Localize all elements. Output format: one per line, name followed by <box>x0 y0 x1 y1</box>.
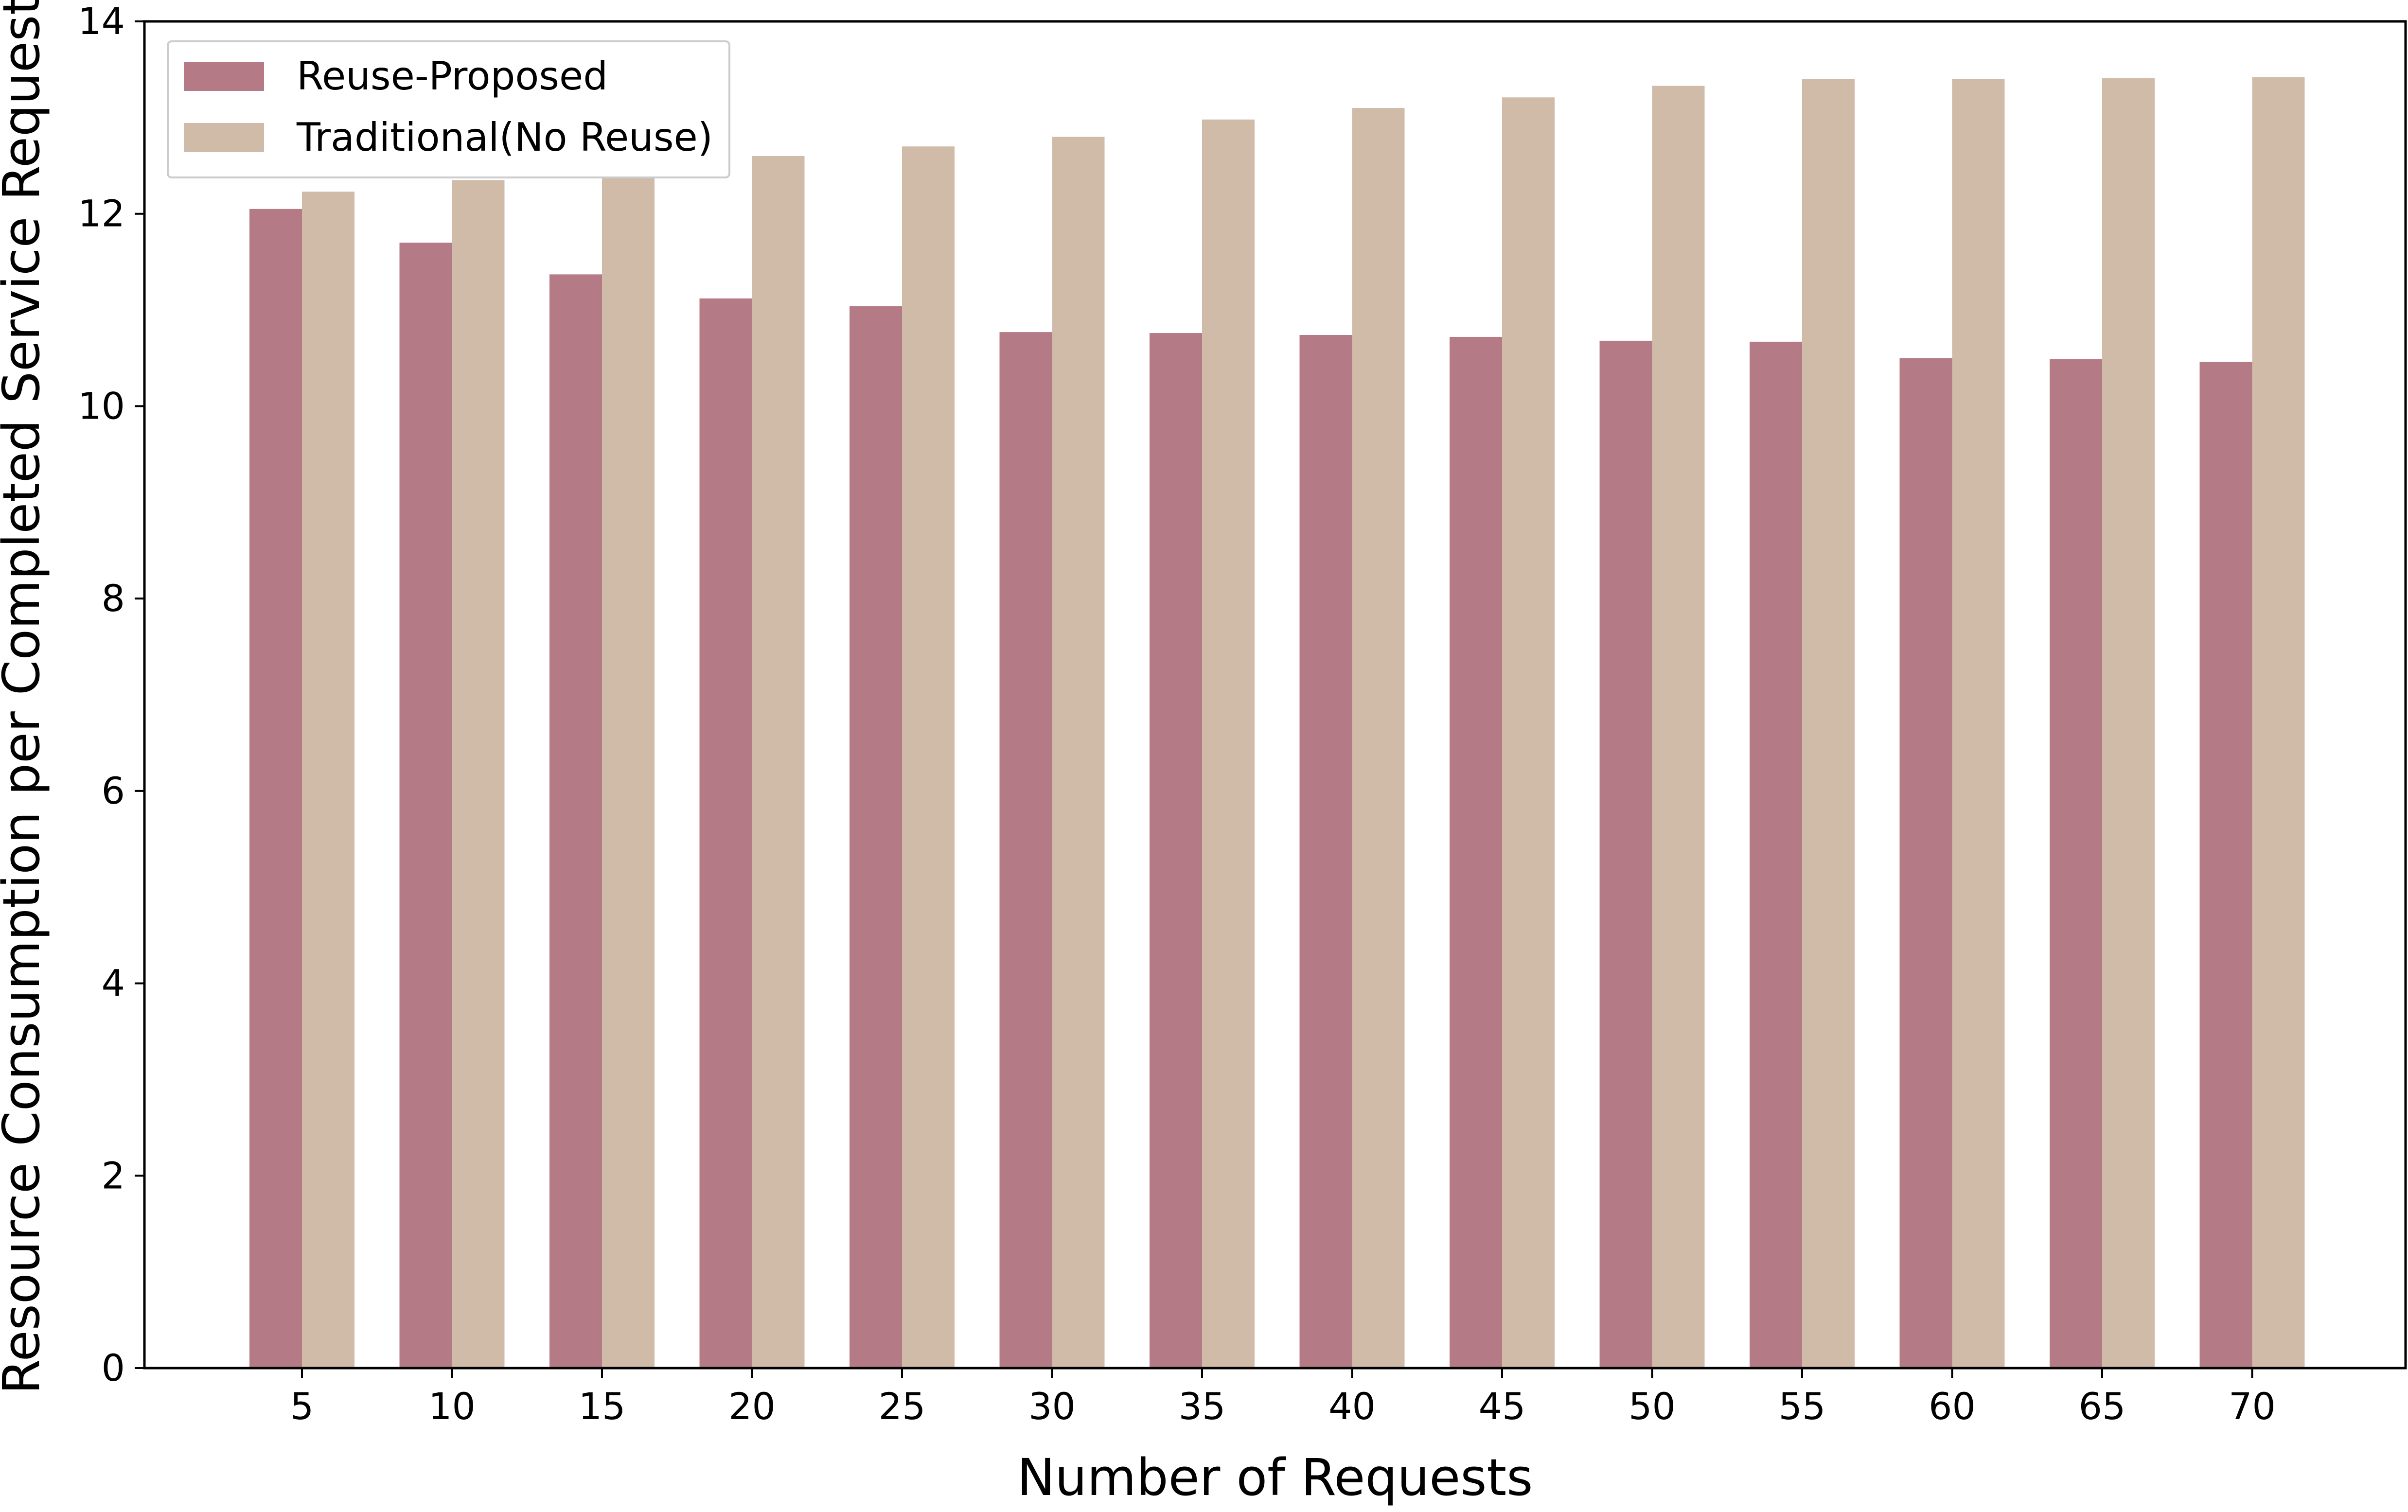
legend-label-reuse-proposed: Reuse-Proposed <box>297 53 608 99</box>
x-tick-label: 45 <box>1479 1385 1526 1428</box>
legend-swatch-traditional <box>184 123 264 152</box>
x-tick-label: 60 <box>1929 1385 1976 1428</box>
bar-traditional-35 <box>1202 119 1255 1369</box>
y-tick-label: 2 <box>102 1154 125 1197</box>
y-tick-label: 8 <box>102 577 125 620</box>
bar-reuse-proposed-30 <box>999 332 1052 1368</box>
y-tick-label: 12 <box>78 192 125 235</box>
x-tick-label: 10 <box>428 1385 476 1428</box>
x-tick-label: 5 <box>290 1385 314 1428</box>
y-tick-label: 6 <box>102 769 125 812</box>
x-tick-label: 65 <box>2079 1385 2126 1428</box>
bar-traditional-55 <box>1802 79 1855 1368</box>
x-tick-label: 35 <box>1179 1385 1226 1428</box>
bar-reuse-proposed-40 <box>1299 335 1352 1369</box>
x-axis: 5 10 15 20 25 30 35 40 45 50 55 60 65 70 <box>290 1368 2276 1428</box>
bar-traditional-65 <box>2102 78 2155 1368</box>
bar-reuse-proposed-35 <box>1150 333 1202 1368</box>
bar-traditional-20 <box>752 156 805 1368</box>
y-tick-label: 4 <box>102 962 125 1005</box>
y-tick-label: 10 <box>78 384 125 427</box>
x-tick-label: 50 <box>1629 1385 1676 1428</box>
bar-traditional-50 <box>1652 86 1705 1369</box>
x-tick-label: 70 <box>2229 1385 2276 1428</box>
x-tick-label: 15 <box>579 1385 626 1428</box>
x-tick-label: 55 <box>1779 1385 1826 1428</box>
bar-reuse-proposed-55 <box>1750 341 1802 1368</box>
plot-bars <box>249 77 2305 1369</box>
bar-reuse-proposed-10 <box>399 243 452 1368</box>
bar-reuse-proposed-50 <box>1599 340 1652 1368</box>
bar-traditional-45 <box>1502 97 1555 1369</box>
bar-traditional-30 <box>1052 137 1105 1369</box>
bar-reuse-proposed-60 <box>1899 358 1952 1368</box>
bar-reuse-proposed-5 <box>249 209 302 1368</box>
y-axis: 0 2 4 6 8 10 12 14 <box>78 0 144 1389</box>
x-tick-label: 25 <box>879 1385 926 1428</box>
legend-label-traditional: Traditional(No Reuse) <box>296 115 713 160</box>
plot-frame <box>143 20 2407 1370</box>
bar-traditional-60 <box>1952 79 2005 1368</box>
bar-traditional-5 <box>302 192 354 1369</box>
x-tick-label: 40 <box>1328 1385 1376 1428</box>
legend: Reuse-Proposed Traditional(No Reuse) <box>167 40 730 178</box>
x-tick-label: 20 <box>728 1385 776 1428</box>
y-tick-label: 14 <box>78 0 125 43</box>
bar-reuse-proposed-25 <box>850 306 902 1368</box>
bar-traditional-25 <box>902 146 955 1368</box>
bar-reuse-proposed-65 <box>2050 359 2102 1369</box>
bar-traditional-10 <box>452 180 505 1368</box>
bar-traditional-70 <box>2252 77 2305 1369</box>
legend-swatch-reuse-proposed <box>184 62 264 91</box>
x-axis-label: Number of Requests <box>1017 1448 1533 1507</box>
bar-traditional-15 <box>602 170 655 1369</box>
legend-box <box>167 40 730 178</box>
bar-reuse-proposed-20 <box>699 298 752 1368</box>
bar-reuse-proposed-15 <box>549 274 602 1368</box>
y-tick-label: 0 <box>102 1346 125 1389</box>
bar-reuse-proposed-70 <box>2199 362 2252 1368</box>
x-tick-label: 30 <box>1028 1385 1076 1428</box>
y-axis-label: Resource Consumption per Completed Servi… <box>0 0 51 1394</box>
bar-traditional-40 <box>1352 108 1405 1368</box>
bar-reuse-proposed-45 <box>1450 336 1502 1368</box>
